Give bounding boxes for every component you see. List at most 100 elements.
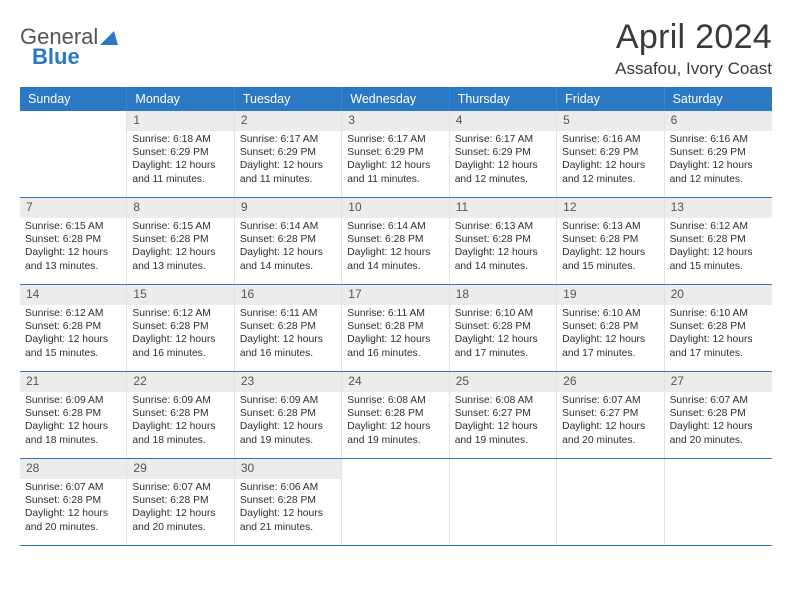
sunrise-line: Sunrise: 6:07 AM — [670, 394, 768, 407]
daylight-line: Daylight: 12 hours and 18 minutes. — [132, 420, 229, 447]
day-number: 5 — [557, 111, 663, 131]
sunrise-line: Sunrise: 6:10 AM — [670, 307, 768, 320]
sunrise-line: Sunrise: 6:11 AM — [347, 307, 444, 320]
daylight-line: Daylight: 12 hours and 11 minutes. — [240, 159, 337, 186]
day-number: 29 — [127, 459, 233, 479]
day-body: Sunrise: 6:09 AMSunset: 6:28 PMDaylight:… — [20, 392, 126, 452]
day-number: 10 — [342, 198, 448, 218]
weekday-header: Friday — [557, 87, 664, 111]
day-number: 9 — [235, 198, 341, 218]
day-body: Sunrise: 6:17 AMSunset: 6:29 PMDaylight:… — [342, 131, 448, 191]
day-cell: 1Sunrise: 6:18 AMSunset: 6:29 PMDaylight… — [127, 111, 234, 197]
weekday-header-row: SundayMondayTuesdayWednesdayThursdayFrid… — [20, 87, 772, 111]
day-cell: 8Sunrise: 6:15 AMSunset: 6:28 PMDaylight… — [127, 198, 234, 284]
weekday-header: Tuesday — [235, 87, 342, 111]
daylight-line: Daylight: 12 hours and 19 minutes. — [455, 420, 552, 447]
day-number: 23 — [235, 372, 341, 392]
day-number: 22 — [127, 372, 233, 392]
sunrise-line: Sunrise: 6:10 AM — [562, 307, 659, 320]
day-body: Sunrise: 6:07 AMSunset: 6:27 PMDaylight:… — [557, 392, 663, 452]
day-number: 6 — [665, 111, 772, 131]
location: Assafou, Ivory Coast — [615, 59, 772, 79]
daylight-line: Daylight: 12 hours and 17 minutes. — [455, 333, 552, 360]
day-number: 18 — [450, 285, 556, 305]
day-body: Sunrise: 6:14 AMSunset: 6:28 PMDaylight:… — [235, 218, 341, 278]
daylight-line: Daylight: 12 hours and 16 minutes. — [347, 333, 444, 360]
sunrise-line: Sunrise: 6:07 AM — [132, 481, 229, 494]
day-cell: 5Sunrise: 6:16 AMSunset: 6:29 PMDaylight… — [557, 111, 664, 197]
day-number: 24 — [342, 372, 448, 392]
daylight-line: Daylight: 12 hours and 20 minutes. — [25, 507, 122, 534]
sunset-line: Sunset: 6:28 PM — [132, 320, 229, 333]
sunrise-line: Sunrise: 6:09 AM — [132, 394, 229, 407]
sunset-line: Sunset: 6:28 PM — [132, 407, 229, 420]
sunset-line: Sunset: 6:29 PM — [455, 146, 552, 159]
day-number: 21 — [20, 372, 126, 392]
sunset-line: Sunset: 6:28 PM — [562, 320, 659, 333]
sunset-line: Sunset: 6:28 PM — [25, 494, 122, 507]
day-cell: 20Sunrise: 6:10 AMSunset: 6:28 PMDayligh… — [665, 285, 772, 371]
day-body: Sunrise: 6:17 AMSunset: 6:29 PMDaylight:… — [450, 131, 556, 191]
sunset-line: Sunset: 6:28 PM — [240, 407, 337, 420]
day-cell: 12Sunrise: 6:13 AMSunset: 6:28 PMDayligh… — [557, 198, 664, 284]
sunset-line: Sunset: 6:28 PM — [25, 407, 122, 420]
sunset-line: Sunset: 6:28 PM — [670, 320, 768, 333]
day-number: 26 — [557, 372, 663, 392]
sunrise-line: Sunrise: 6:10 AM — [455, 307, 552, 320]
day-body: Sunrise: 6:09 AMSunset: 6:28 PMDaylight:… — [235, 392, 341, 452]
day-number: 14 — [20, 285, 126, 305]
day-number: 11 — [450, 198, 556, 218]
sunrise-line: Sunrise: 6:12 AM — [25, 307, 122, 320]
header: General April 2024 Assafou, Ivory Coast — [20, 18, 772, 79]
day-number: 4 — [450, 111, 556, 131]
week-row: 14Sunrise: 6:12 AMSunset: 6:28 PMDayligh… — [20, 285, 772, 372]
day-cell: 7Sunrise: 6:15 AMSunset: 6:28 PMDaylight… — [20, 198, 127, 284]
sunrise-line: Sunrise: 6:13 AM — [562, 220, 659, 233]
day-number: 16 — [235, 285, 341, 305]
weekday-header: Sunday — [20, 87, 127, 111]
daylight-line: Daylight: 12 hours and 16 minutes. — [240, 333, 337, 360]
sunrise-line: Sunrise: 6:17 AM — [455, 133, 552, 146]
brand-part2: Blue — [32, 44, 80, 70]
daylight-line: Daylight: 12 hours and 20 minutes. — [562, 420, 659, 447]
day-body: Sunrise: 6:13 AMSunset: 6:28 PMDaylight:… — [557, 218, 663, 278]
sunrise-line: Sunrise: 6:08 AM — [347, 394, 444, 407]
day-body: Sunrise: 6:12 AMSunset: 6:28 PMDaylight:… — [665, 218, 772, 278]
daylight-line: Daylight: 12 hours and 14 minutes. — [240, 246, 337, 273]
day-body: Sunrise: 6:07 AMSunset: 6:28 PMDaylight:… — [20, 479, 126, 539]
day-cell: 29Sunrise: 6:07 AMSunset: 6:28 PMDayligh… — [127, 459, 234, 545]
day-body: Sunrise: 6:08 AMSunset: 6:28 PMDaylight:… — [342, 392, 448, 452]
sunset-line: Sunset: 6:28 PM — [670, 233, 768, 246]
day-body: Sunrise: 6:16 AMSunset: 6:29 PMDaylight:… — [557, 131, 663, 191]
day-cell: 22Sunrise: 6:09 AMSunset: 6:28 PMDayligh… — [127, 372, 234, 458]
sunrise-line: Sunrise: 6:15 AM — [25, 220, 122, 233]
sunset-line: Sunset: 6:27 PM — [455, 407, 552, 420]
day-cell — [557, 459, 664, 545]
day-cell: 11Sunrise: 6:13 AMSunset: 6:28 PMDayligh… — [450, 198, 557, 284]
day-number: 27 — [665, 372, 772, 392]
sunrise-line: Sunrise: 6:06 AM — [240, 481, 337, 494]
day-body: Sunrise: 6:13 AMSunset: 6:28 PMDaylight:… — [450, 218, 556, 278]
daylight-line: Daylight: 12 hours and 15 minutes. — [25, 333, 122, 360]
day-body: Sunrise: 6:09 AMSunset: 6:28 PMDaylight:… — [127, 392, 233, 452]
sunset-line: Sunset: 6:27 PM — [562, 407, 659, 420]
daylight-line: Daylight: 12 hours and 12 minutes. — [562, 159, 659, 186]
sunrise-line: Sunrise: 6:15 AM — [132, 220, 229, 233]
sunrise-line: Sunrise: 6:13 AM — [455, 220, 552, 233]
day-cell: 27Sunrise: 6:07 AMSunset: 6:28 PMDayligh… — [665, 372, 772, 458]
sunset-line: Sunset: 6:28 PM — [455, 320, 552, 333]
sunrise-line: Sunrise: 6:07 AM — [25, 481, 122, 494]
day-body: Sunrise: 6:12 AMSunset: 6:28 PMDaylight:… — [20, 305, 126, 365]
day-body: Sunrise: 6:10 AMSunset: 6:28 PMDaylight:… — [450, 305, 556, 365]
sunrise-line: Sunrise: 6:09 AM — [25, 394, 122, 407]
daylight-line: Daylight: 12 hours and 18 minutes. — [25, 420, 122, 447]
sunset-line: Sunset: 6:28 PM — [670, 407, 768, 420]
week-row: 1Sunrise: 6:18 AMSunset: 6:29 PMDaylight… — [20, 111, 772, 198]
day-number: 15 — [127, 285, 233, 305]
sunset-line: Sunset: 6:28 PM — [25, 320, 122, 333]
day-body: Sunrise: 6:12 AMSunset: 6:28 PMDaylight:… — [127, 305, 233, 365]
daylight-line: Daylight: 12 hours and 19 minutes. — [240, 420, 337, 447]
day-body: Sunrise: 6:06 AMSunset: 6:28 PMDaylight:… — [235, 479, 341, 539]
day-cell: 17Sunrise: 6:11 AMSunset: 6:28 PMDayligh… — [342, 285, 449, 371]
day-number: 13 — [665, 198, 772, 218]
